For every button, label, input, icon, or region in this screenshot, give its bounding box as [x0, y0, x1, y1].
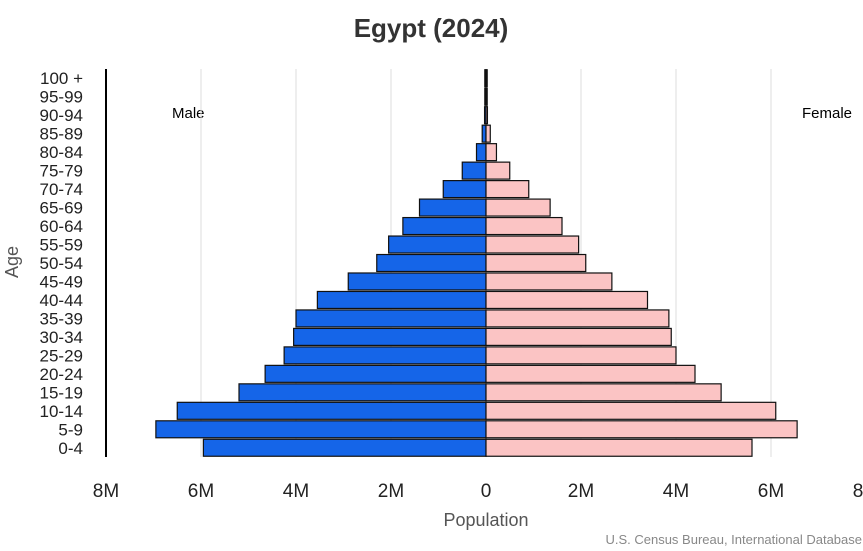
bar-female — [485, 143, 498, 162]
bars — [155, 69, 798, 457]
legend-male: Male — [172, 105, 205, 122]
x-tick-label: 8M — [853, 481, 863, 502]
bar-female — [485, 272, 613, 291]
bar-female — [485, 235, 580, 254]
y-tick-label: 85-89 — [40, 125, 83, 144]
x-ticks: 8M 6M 4M 2M 0 2M 4M 6M 8M — [93, 481, 863, 502]
bar-female — [485, 309, 670, 328]
bar-male — [316, 290, 487, 310]
bar-female — [485, 180, 530, 199]
y-tick-label: 90-94 — [40, 106, 83, 125]
y-tick-label: 80-84 — [40, 143, 83, 162]
bar-male — [347, 272, 487, 291]
bar-male — [176, 401, 487, 420]
y-tick-label: 100 + — [40, 69, 83, 88]
y-tick-label: 15-19 — [40, 383, 83, 402]
bar-male — [376, 253, 487, 273]
bar-male — [155, 420, 487, 439]
x-tick-label: 4M — [283, 481, 309, 502]
y-tick-label: 65-69 — [40, 199, 83, 218]
bar-male — [238, 383, 487, 402]
bar-female — [485, 383, 722, 402]
bar-male — [475, 143, 487, 162]
bar-female — [485, 327, 672, 346]
bar-female — [485, 438, 753, 457]
bar-male — [264, 364, 487, 383]
x-tick-label: 6M — [188, 481, 214, 502]
y-tick-label: 0-4 — [58, 439, 83, 458]
bar-female — [485, 216, 563, 236]
y-tick-label: 5-9 — [58, 420, 83, 439]
chart-title: Egypt (2024) — [354, 13, 509, 43]
y-tick-label: 20-24 — [40, 365, 83, 384]
legend-female: Female — [802, 105, 852, 122]
y-tick-label: 30-34 — [40, 328, 83, 347]
bar-male — [283, 346, 487, 365]
y-tick-label: 40-44 — [40, 291, 83, 310]
bar-male — [418, 198, 487, 217]
bar-female — [485, 420, 798, 439]
y-tick-label: 95-99 — [40, 88, 83, 107]
bar-female — [485, 253, 587, 273]
bar-female — [485, 290, 649, 310]
bar-male — [202, 438, 487, 457]
bar-female — [485, 198, 551, 217]
bar-female — [485, 346, 677, 365]
bar-male — [442, 180, 487, 199]
bar-male — [388, 235, 487, 254]
y-tick-label: 10-14 — [40, 402, 83, 421]
y-ticks: 0-45-910-1415-1920-2425-2930-3435-3940-4… — [40, 69, 84, 458]
bar-female — [485, 124, 491, 143]
bar-male — [293, 327, 487, 346]
bar-female — [485, 87, 488, 106]
x-tick-label: 8M — [93, 481, 119, 502]
x-tick-label: 4M — [663, 481, 689, 502]
x-tick-label: 2M — [378, 481, 404, 502]
y-tick-label: 60-64 — [40, 217, 83, 236]
bar-female — [485, 364, 696, 383]
x-tick-label: 2M — [568, 481, 594, 502]
bar-female — [485, 69, 488, 88]
bar-male — [461, 161, 487, 180]
y-tick-label: 70-74 — [40, 180, 83, 199]
y-tick-label: 25-29 — [40, 346, 83, 365]
y-tick-label: 55-59 — [40, 236, 83, 255]
y-tick-label: 75-79 — [40, 162, 83, 181]
y-tick-label: 35-39 — [40, 309, 83, 328]
y-axis-label: Age — [2, 246, 22, 278]
x-tick-label: 0 — [481, 481, 492, 502]
bar-female — [485, 106, 489, 125]
x-axis-label: Population — [443, 510, 528, 530]
y-tick-label: 50-54 — [40, 254, 83, 273]
x-tick-label: 6M — [758, 481, 784, 502]
bar-female — [485, 401, 777, 420]
bar-female — [485, 161, 511, 180]
bar-male — [295, 309, 487, 328]
y-tick-label: 45-49 — [40, 272, 83, 291]
source-note: U.S. Census Bureau, International Databa… — [605, 532, 862, 547]
bar-male — [402, 216, 487, 236]
